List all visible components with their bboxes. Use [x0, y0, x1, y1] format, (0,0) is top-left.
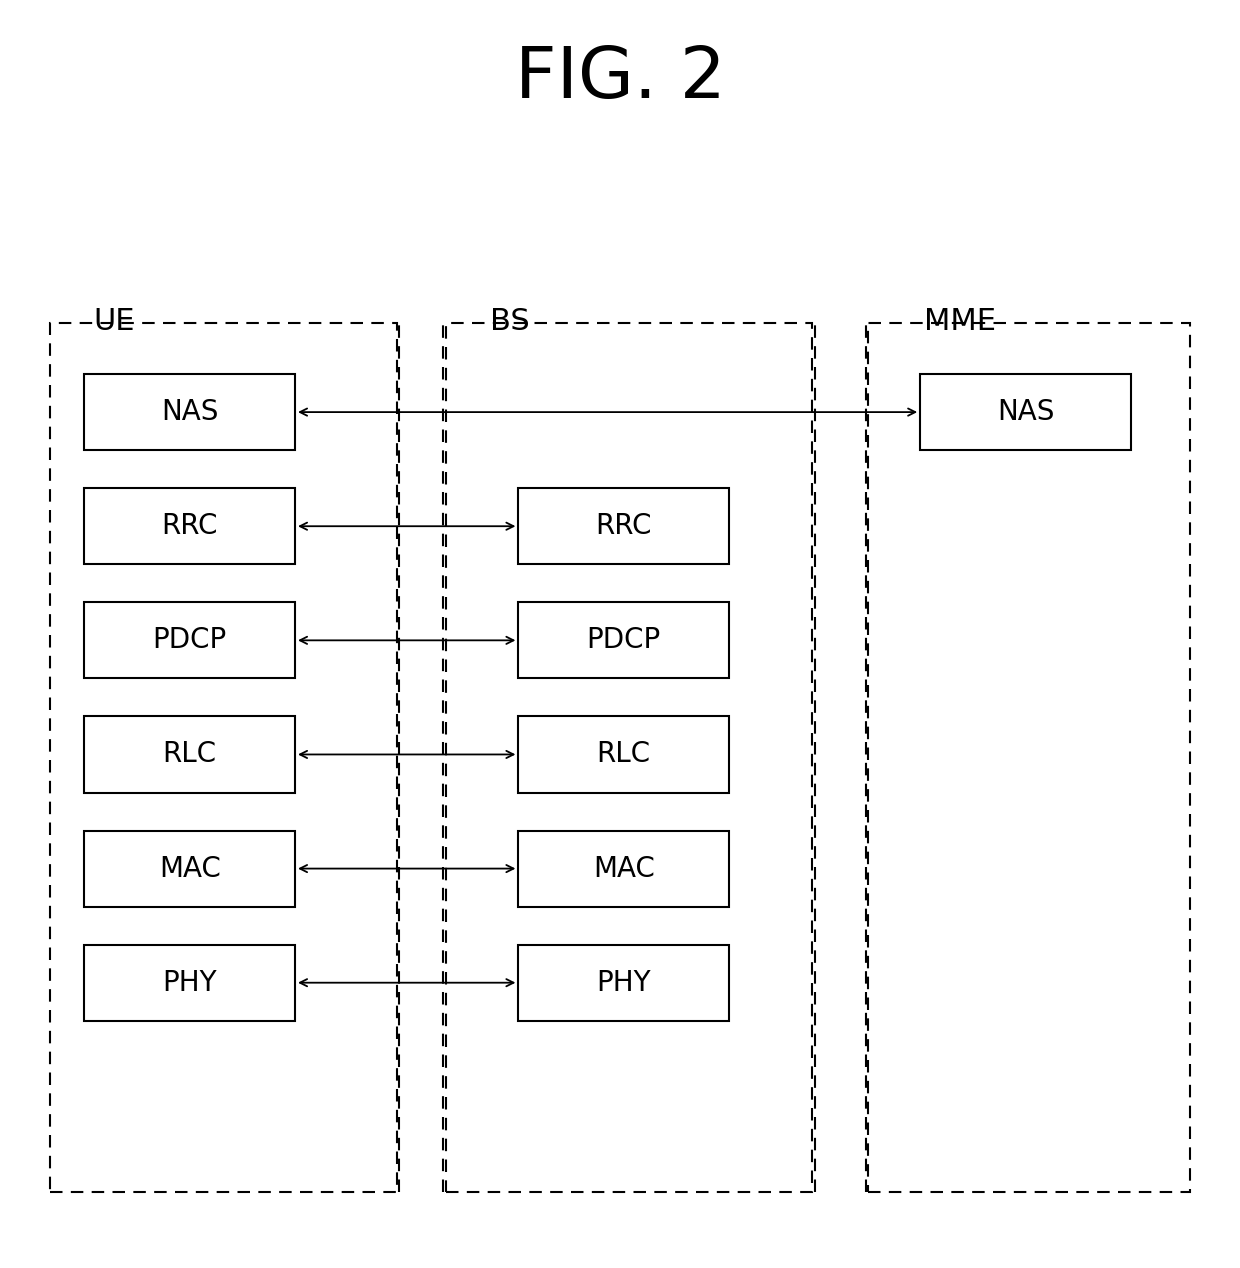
Bar [518, 716, 729, 792]
Text: BS: BS [490, 307, 529, 336]
Text: UE: UE [93, 307, 134, 336]
Bar [518, 831, 729, 907]
Bar [518, 945, 729, 1021]
Bar [84, 602, 295, 678]
FancyArrowPatch shape [300, 522, 513, 530]
Bar [518, 602, 729, 678]
Bar [84, 374, 295, 450]
Text: PDCP: PDCP [153, 626, 227, 654]
Bar [446, 323, 812, 1192]
Text: PDCP: PDCP [587, 626, 661, 654]
Text: RLC: RLC [162, 741, 217, 768]
Text: PHY: PHY [162, 969, 217, 997]
Bar [920, 374, 1131, 450]
Bar [84, 831, 295, 907]
Text: MME: MME [924, 307, 996, 336]
FancyArrowPatch shape [300, 408, 915, 416]
Text: FIG. 2: FIG. 2 [515, 44, 725, 113]
Text: MAC: MAC [593, 855, 655, 883]
Text: RLC: RLC [596, 741, 651, 768]
FancyArrowPatch shape [300, 751, 513, 758]
Text: RRC: RRC [595, 512, 652, 540]
Text: PHY: PHY [596, 969, 651, 997]
FancyArrowPatch shape [300, 637, 513, 644]
Text: NAS: NAS [997, 398, 1054, 426]
FancyArrowPatch shape [300, 865, 513, 872]
Text: RRC: RRC [161, 512, 218, 540]
Bar [518, 488, 729, 564]
Bar [84, 945, 295, 1021]
Text: NAS: NAS [161, 398, 218, 426]
Bar [868, 323, 1190, 1192]
FancyArrowPatch shape [300, 979, 513, 987]
Bar [50, 323, 397, 1192]
Bar [84, 488, 295, 564]
Text: MAC: MAC [159, 855, 221, 883]
Bar [84, 716, 295, 792]
